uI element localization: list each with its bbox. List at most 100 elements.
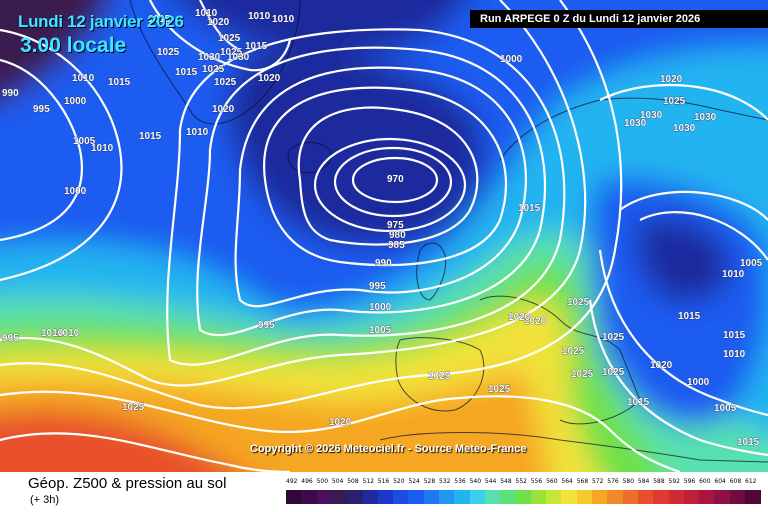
- scale-swatch: [331, 490, 348, 504]
- scale-label: 608: [729, 478, 742, 485]
- pressure-label: 1020: [212, 104, 235, 115]
- run-info: Run ARPEGE 0 Z du Lundi 12 janvier 2026: [470, 10, 768, 28]
- scale-label: 548: [500, 478, 512, 485]
- scale-label: 584: [637, 478, 650, 485]
- pressure-label: 985: [388, 240, 405, 251]
- pressure-label: 1025: [663, 96, 686, 107]
- pressure-label: 1000: [500, 54, 523, 65]
- pressure-label: 1010: [57, 328, 80, 339]
- pressure-label: 1025: [122, 402, 145, 413]
- pressure-label: 1010: [723, 349, 746, 360]
- scale-label: 520: [393, 478, 405, 485]
- pressure-label: 1010: [91, 143, 114, 154]
- pressure-label: 1025: [567, 297, 590, 308]
- isobar-990: [263, 86, 508, 267]
- pressure-label: 1005: [714, 403, 737, 414]
- pressure-label: 1020: [650, 360, 673, 371]
- isobar-975: [333, 146, 453, 218]
- scale-label: 612: [745, 478, 757, 485]
- color-scale: 492 496 500 504 508 512 516 520 524 528 532 536 540 5…: [286, 478, 761, 506]
- pressure-label: 1030: [227, 52, 250, 63]
- isobar-1025: [0, 432, 291, 472]
- scale-swatch: [576, 490, 593, 504]
- pressure-label: 1015: [627, 397, 650, 408]
- scale-label: 572: [592, 478, 604, 485]
- scale-swatch: [530, 490, 547, 504]
- pressure-label: 1025: [218, 33, 241, 44]
- pressure-label: 1015: [148, 14, 171, 25]
- scale-label: 592: [668, 478, 680, 485]
- scale-swatch: [714, 490, 731, 504]
- pressure-label: 1025: [214, 77, 237, 88]
- scale-label: 504: [331, 478, 344, 485]
- pressure-label: 1020: [660, 74, 683, 85]
- pressure-label: 1030: [694, 112, 717, 123]
- pressure-label: 1000: [687, 377, 710, 388]
- pressure-label: 1010: [195, 8, 218, 19]
- pressure-label: 1000: [369, 302, 392, 313]
- pressure-label: 1005: [740, 258, 763, 269]
- scale-swatch: [301, 490, 318, 504]
- scale-swatch: [637, 490, 654, 504]
- isobar-1020-n: [149, 0, 292, 72]
- pressure-label: 1010: [272, 14, 295, 25]
- scale-label: 596: [683, 478, 696, 485]
- pressure-label: 1025: [571, 369, 594, 380]
- pressure-label: 1030: [624, 118, 647, 129]
- isobar-1005: [166, 28, 566, 366]
- scale-label: 564: [561, 478, 573, 485]
- pressure-label: 1015: [518, 203, 541, 214]
- scale-label: 536: [454, 478, 466, 485]
- forecast-date: Lundi 12 janvier 2026: [18, 12, 184, 31]
- pressure-label: 1025: [220, 47, 243, 58]
- scale-swatch: [316, 490, 333, 504]
- scale-swatch: [592, 490, 608, 504]
- isobar-970: [351, 156, 439, 204]
- scale-label: 516: [377, 478, 390, 485]
- pressure-label: 995: [2, 333, 19, 344]
- pressure-label: 980: [389, 230, 406, 241]
- product-title: Géop. Z500 & pression au sol: [28, 475, 227, 492]
- pressure-label: 1015: [108, 77, 131, 88]
- pressure-label: 1015: [139, 131, 162, 142]
- scale-label: 556: [530, 478, 543, 485]
- pressure-label: 1025: [488, 384, 511, 395]
- scale-swatch: [653, 490, 669, 504]
- pressure-label: 1010: [72, 73, 95, 84]
- scale-label: 588: [653, 478, 665, 485]
- scale-label: 576: [607, 478, 619, 485]
- scale-swatch: [683, 490, 700, 504]
- pressure-label: 1020: [207, 17, 230, 28]
- legend-footer: Géop. Z500 & pression au sol (+ 3h) 492 4…: [0, 472, 768, 512]
- pressure-label: 1025: [202, 64, 225, 75]
- isobar-1010-e: [619, 190, 768, 221]
- isobar-980: [313, 137, 467, 233]
- isobar-1015-e: [598, 249, 768, 417]
- scale-swatch: [439, 490, 455, 504]
- scale-swatch: [607, 490, 624, 504]
- scale-label: 512: [362, 478, 374, 485]
- scale-label: 600: [699, 478, 711, 485]
- scale-swatch: [622, 490, 639, 504]
- scale-label: 528: [423, 478, 436, 485]
- isobar-985: [297, 106, 479, 246]
- isobar-1020: [0, 390, 681, 472]
- scale-label: 604: [714, 478, 726, 485]
- scale-swatch: [668, 490, 685, 504]
- forecast-time: 3.00 locale: [20, 34, 127, 57]
- pressure-label: 970: [387, 174, 404, 185]
- scale-label: 544: [484, 478, 497, 485]
- pressure-label: 1025: [602, 332, 625, 343]
- isobar-1000: [196, 46, 547, 337]
- pressure-label: 1005: [369, 325, 392, 336]
- scale-swatch: [286, 490, 302, 504]
- geopotential-field: [0, 0, 768, 472]
- pressure-label: 1020: [258, 73, 281, 84]
- pressure-label: 1015: [737, 437, 760, 448]
- pressure-label: 1015: [175, 67, 198, 78]
- scale-swatch: [347, 490, 363, 504]
- pressure-label: 1025: [157, 47, 180, 58]
- pressure-label: 1000: [64, 186, 87, 197]
- scale-label: 496: [301, 478, 313, 485]
- scale-swatch: [515, 490, 532, 504]
